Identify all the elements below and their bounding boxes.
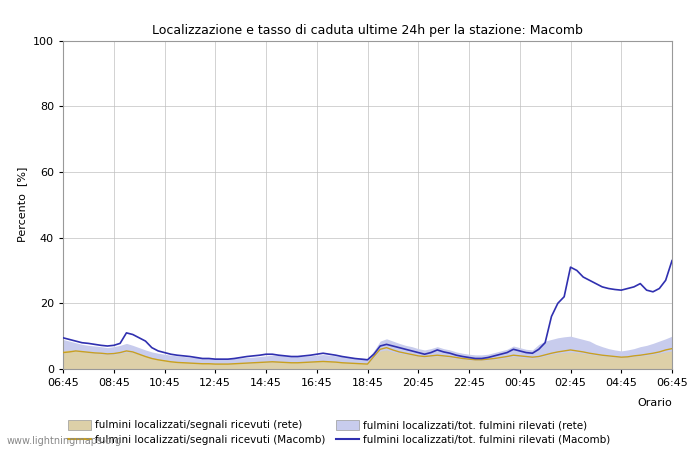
- Text: Orario: Orario: [637, 398, 672, 408]
- Title: Localizzazione e tasso di caduta ultime 24h per la stazione: Macomb: Localizzazione e tasso di caduta ultime …: [152, 23, 583, 36]
- Y-axis label: Percento  [%]: Percento [%]: [18, 167, 27, 243]
- Legend: fulmini localizzati/segnali ricevuti (rete), fulmini localizzati/segnali ricevut: fulmini localizzati/segnali ricevuti (re…: [68, 420, 610, 445]
- Text: www.lightningmaps.org: www.lightningmaps.org: [7, 436, 122, 446]
